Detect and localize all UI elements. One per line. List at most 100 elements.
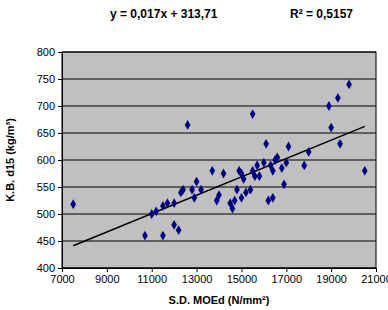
y-tick: 450 xyxy=(37,235,62,247)
plot-area xyxy=(62,52,376,268)
y-tick-mark xyxy=(58,214,62,215)
title: y = 0,017x + 313,71 xyxy=(110,7,218,21)
point xyxy=(198,185,204,195)
point xyxy=(180,185,186,195)
y-tick-label: 600 xyxy=(37,154,55,166)
x-tick-label: 9000 xyxy=(95,273,119,285)
point xyxy=(230,204,236,214)
y-axis-title: K.B. d15 (kg/m³) xyxy=(4,118,16,202)
y-tick-mark xyxy=(58,52,62,53)
point xyxy=(281,179,287,189)
x-tick-mark xyxy=(241,268,242,272)
x-tick-mark xyxy=(197,268,198,272)
point xyxy=(362,166,368,176)
point xyxy=(301,160,307,170)
x-tick-mark xyxy=(107,268,108,272)
grid-line xyxy=(62,241,376,242)
point xyxy=(191,193,197,203)
point xyxy=(216,190,222,200)
point xyxy=(234,185,240,195)
point xyxy=(250,109,256,119)
x-tick: 11000 xyxy=(137,268,167,285)
grid-line xyxy=(62,79,376,80)
point xyxy=(232,196,238,206)
trendline xyxy=(73,126,365,245)
y-tick-mark xyxy=(58,133,62,134)
point xyxy=(270,166,276,176)
grid-line xyxy=(62,133,376,134)
x-tick: 21000 xyxy=(361,268,388,285)
x-tick-label: 15000 xyxy=(227,273,258,285)
x-axis-title: S.D. MOEd (N/mm²) xyxy=(169,294,270,306)
grid-line xyxy=(62,160,376,161)
point xyxy=(171,220,177,230)
plot-frame xyxy=(62,52,376,268)
y-tick-label: 400 xyxy=(37,262,55,274)
point xyxy=(243,187,249,197)
x-tick-label: 19000 xyxy=(316,273,347,285)
y-tick: 550 xyxy=(37,181,62,193)
y-tick-mark xyxy=(58,241,62,242)
point xyxy=(337,139,343,149)
point xyxy=(160,231,166,241)
point xyxy=(283,158,289,168)
point xyxy=(160,201,166,211)
y-tick: 700 xyxy=(37,100,62,112)
marks xyxy=(70,79,367,245)
x-tick: 9000 xyxy=(95,268,119,285)
point xyxy=(185,120,191,130)
chart: 7000 9000 11000 13000 15000 17000 19000 21000 40… xyxy=(0,0,388,310)
point xyxy=(257,171,263,181)
point xyxy=(189,185,195,195)
y-tick: 600 xyxy=(37,154,62,166)
point xyxy=(254,160,260,170)
point xyxy=(286,142,292,152)
x-tick-label: 21000 xyxy=(361,273,388,285)
point xyxy=(70,199,76,209)
point xyxy=(149,209,155,219)
y-tick: 500 xyxy=(37,208,62,220)
x-tick-mark xyxy=(331,268,332,272)
y-tick-label: 550 xyxy=(37,181,55,193)
x-axis: 7000 9000 11000 13000 15000 17000 19000 21000 xyxy=(50,268,388,285)
y-tick-mark xyxy=(58,79,62,80)
point xyxy=(279,163,285,173)
point xyxy=(176,225,182,235)
point xyxy=(346,79,352,89)
point xyxy=(306,147,312,157)
x-tick-label: 7000 xyxy=(50,273,74,285)
y-tick-label: 500 xyxy=(37,208,55,220)
y-tick-mark xyxy=(58,268,62,269)
x-tick-label: 13000 xyxy=(182,273,213,285)
x-tick-label: 11000 xyxy=(137,273,167,285)
x-tick-mark xyxy=(376,268,377,272)
point xyxy=(241,174,247,184)
point xyxy=(326,101,332,111)
point xyxy=(153,206,159,216)
x-tick: 13000 xyxy=(182,268,213,285)
y-tick: 650 xyxy=(37,127,62,139)
point xyxy=(265,196,271,206)
grid-line xyxy=(62,214,376,215)
point xyxy=(274,152,280,162)
point xyxy=(239,193,245,203)
point xyxy=(221,169,227,179)
y-tick-label: 650 xyxy=(37,127,55,139)
point xyxy=(248,185,254,195)
point xyxy=(142,231,148,241)
point xyxy=(270,193,276,203)
subtitle: R² = 0,5157 xyxy=(290,7,353,21)
x-tick-label: 17000 xyxy=(271,273,302,285)
point xyxy=(263,139,269,149)
y-tick: 400 xyxy=(37,262,62,274)
y-tick-mark xyxy=(58,187,62,188)
point xyxy=(209,166,215,176)
x-tick: 15000 xyxy=(227,268,258,285)
point xyxy=(165,198,171,208)
y-tick-label: 450 xyxy=(37,235,55,247)
y-tick: 750 xyxy=(37,73,62,85)
point xyxy=(171,198,177,208)
y-tick-label: 700 xyxy=(37,100,55,112)
x-tick: 19000 xyxy=(316,268,347,285)
y-tick-label: 750 xyxy=(37,73,55,85)
